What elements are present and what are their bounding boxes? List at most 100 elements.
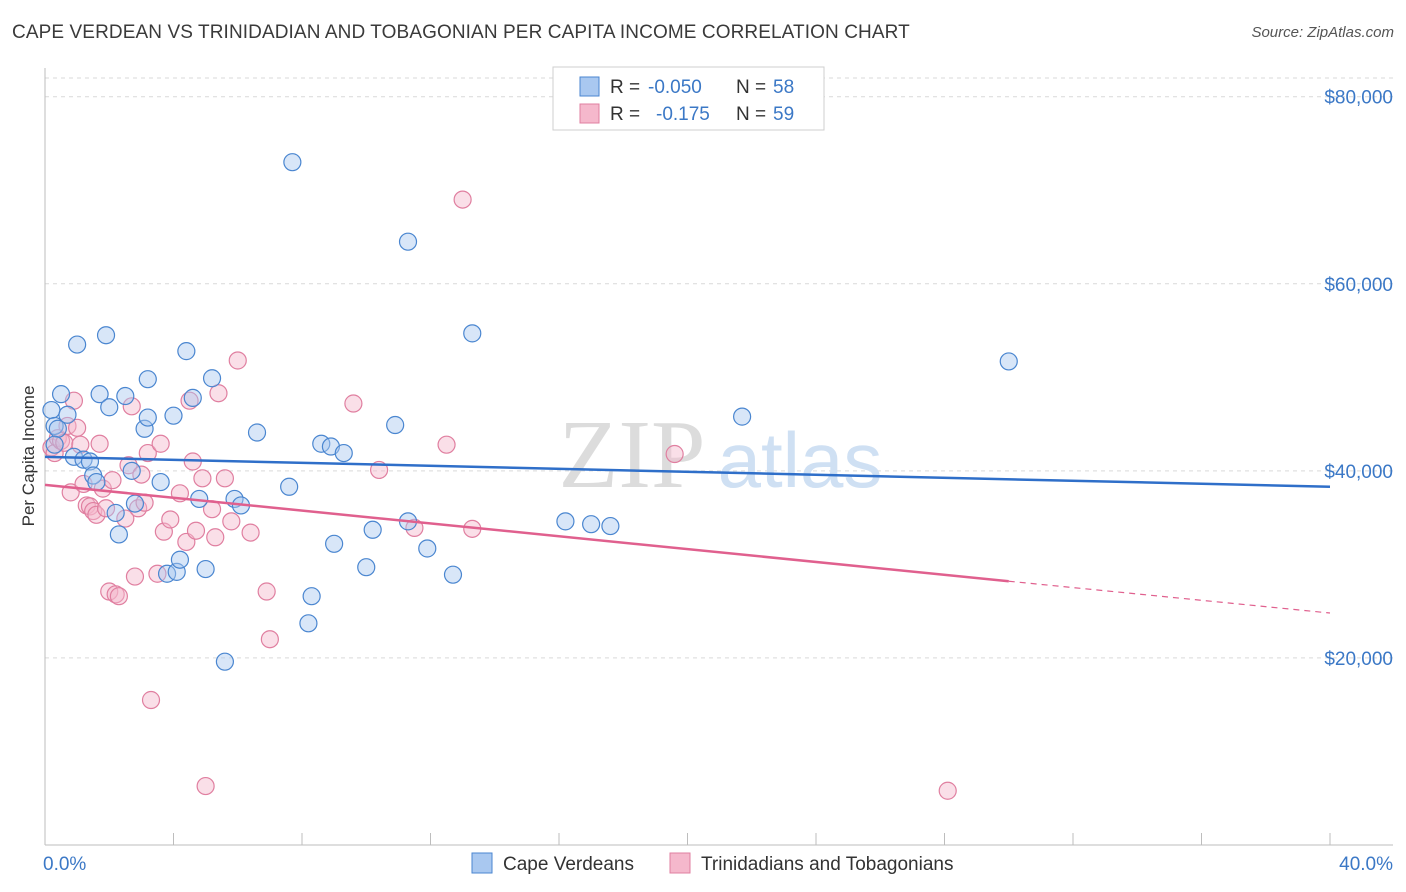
trinidadians-point-51 [344, 394, 363, 413]
y-tick-label-1: $40,000 [1324, 462, 1393, 483]
cape-verdeans-point-35 [247, 423, 267, 442]
trinidadians-point-54 [437, 435, 456, 454]
chart-title: CAPE VERDEAN VS TRINIDADIAN AND TOBAGONI… [12, 22, 910, 43]
legend-n-label-2: N = [736, 104, 766, 125]
y-tick-label-3: $80,000 [1324, 88, 1393, 109]
legend-r-label-2: R = [610, 104, 640, 125]
trinidadians-point-41 [196, 776, 215, 796]
trend-line-trinidadians [44, 483, 1009, 583]
cape-verdeans-point-15 [109, 525, 128, 544]
x-tick-labels: 0.0% 40.0% [43, 854, 1393, 875]
cape-verdeans-point-21 [138, 370, 157, 389]
watermark-atlas: atlas [718, 416, 883, 504]
trinidadians-point-40 [193, 469, 212, 488]
cape-verdeans-point-42 [325, 534, 344, 553]
cape-verdeans-point-54 [601, 516, 620, 536]
trinidadians-point-49 [257, 582, 276, 601]
cape-verdeans-point-10 [87, 472, 106, 492]
cape-verdeans-point-24 [164, 406, 183, 425]
cape-verdeans-point-51 [463, 324, 482, 343]
cape-verdeans-point-50 [443, 565, 463, 584]
legend-series-name-2: Trinidadians and Tobagonians [701, 854, 953, 875]
trinidadians-point-34 [161, 510, 180, 529]
trinidadians-point-23 [119, 456, 138, 475]
legend-n-label-1: N = [736, 77, 766, 98]
trinidadians-point-15 [90, 434, 109, 453]
trinidadians-point-24 [122, 397, 141, 416]
cape-verdeans-point-6 [68, 335, 87, 354]
legend-swatch-pink [579, 103, 600, 124]
cape-verdeans-point-43 [334, 443, 353, 463]
cape-verdeans-point-48 [398, 232, 418, 251]
trinidadians-point-57 [665, 444, 684, 464]
trinidadians-point-25 [125, 567, 145, 586]
trinidadians-point-31 [148, 564, 167, 583]
legend-r-value-1: -0.050 [648, 77, 702, 98]
trinidadians-point-20 [106, 585, 125, 604]
trinidadians-point-43 [206, 528, 225, 547]
trinidadians-point-44 [209, 384, 228, 403]
cape-verdeans-point-11 [90, 385, 109, 404]
legend-swatch-blue [579, 76, 600, 97]
cape-verdeans-point-0 [42, 400, 61, 420]
cape-verdeans-point-4 [58, 405, 77, 424]
cape-verdeans-point-36 [280, 477, 299, 496]
x-tick-label-0: 0.0% [43, 854, 86, 875]
trinidadians-point-19 [103, 471, 122, 490]
trinidadians-point-47 [228, 351, 247, 370]
y-axis-title: Per Capita Income [19, 386, 38, 527]
trinidadians-point-21 [109, 587, 128, 606]
source-label: Source: ZipAtlas.com [1251, 24, 1394, 41]
cape-verdeans-point-1 [45, 416, 64, 436]
cape-verdeans-point-26 [170, 550, 190, 569]
trinidadians-point-50 [260, 630, 279, 649]
grid-lines [45, 77, 1393, 659]
cape-verdeans-point-7 [74, 450, 93, 469]
y-tick-labels: $20,000 $40,000 $60,000 $80,000 [1324, 88, 1393, 670]
cape-verdeans-point-14 [106, 503, 125, 523]
cape-verdeans-point-44 [357, 558, 376, 577]
axes [44, 68, 1393, 846]
trinidadians-point-29 [138, 443, 157, 463]
trinidadians-point-30 [141, 690, 161, 710]
legend-series: Cape Verdeans Trinidadians and Tobagonia… [471, 852, 953, 875]
cape-verdeans-point-12 [96, 326, 116, 345]
cape-verdeans-point-32 [215, 652, 234, 671]
y-tick-label-2: $60,000 [1324, 275, 1393, 296]
series-trinidadians-points [42, 190, 957, 800]
legend-n-value-1: 58 [773, 77, 794, 98]
x-tick-label-1: 40.0% [1339, 854, 1393, 875]
legend-n-value-2: 59 [773, 104, 794, 125]
trinidadians-point-39 [186, 521, 206, 540]
cape-verdeans-point-39 [302, 587, 321, 606]
trinidadians-point-27 [132, 465, 151, 484]
cape-verdeans-point-17 [122, 461, 141, 480]
trinidadians-point-32 [151, 434, 170, 453]
trinidadians-point-53 [405, 518, 424, 538]
trinidadians-point-58 [938, 781, 957, 800]
cape-verdeans-point-56 [999, 352, 1018, 371]
cape-verdeans-point-19 [135, 419, 154, 438]
cape-verdeans-point-2 [51, 385, 71, 404]
cape-verdeans-point-22 [151, 472, 170, 492]
cape-verdeans-point-55 [733, 407, 752, 426]
trend-lines [44, 455, 1331, 614]
trinidadians-point-45 [215, 469, 234, 488]
cape-verdeans-point-37 [283, 153, 302, 172]
trinidadians-point-55 [453, 190, 472, 209]
trend-line-cape-verdeans [44, 455, 1331, 489]
cape-verdeans-point-49 [418, 539, 437, 558]
trinidadians-point-22 [116, 509, 135, 528]
legend-bottom-swatch-blue [471, 852, 493, 874]
cape-verdeans-point-53 [582, 515, 601, 534]
trinidadians-point-48 [241, 523, 260, 542]
legend-r-value-2: -0.175 [656, 104, 710, 125]
legend-series-name-1: Cape Verdeans [503, 854, 634, 875]
trinidadians-point-14 [87, 505, 106, 524]
cape-verdeans-point-46 [386, 415, 405, 435]
series-cape-verdeans-points [42, 153, 1018, 671]
legend-bottom-swatch-pink [669, 852, 691, 874]
legend-stats: R = -0.050 N = 58 R = -0.175 N = 59 [552, 66, 825, 131]
cape-verdeans-point-28 [183, 388, 202, 407]
watermark: ZIP atlas [559, 401, 883, 509]
